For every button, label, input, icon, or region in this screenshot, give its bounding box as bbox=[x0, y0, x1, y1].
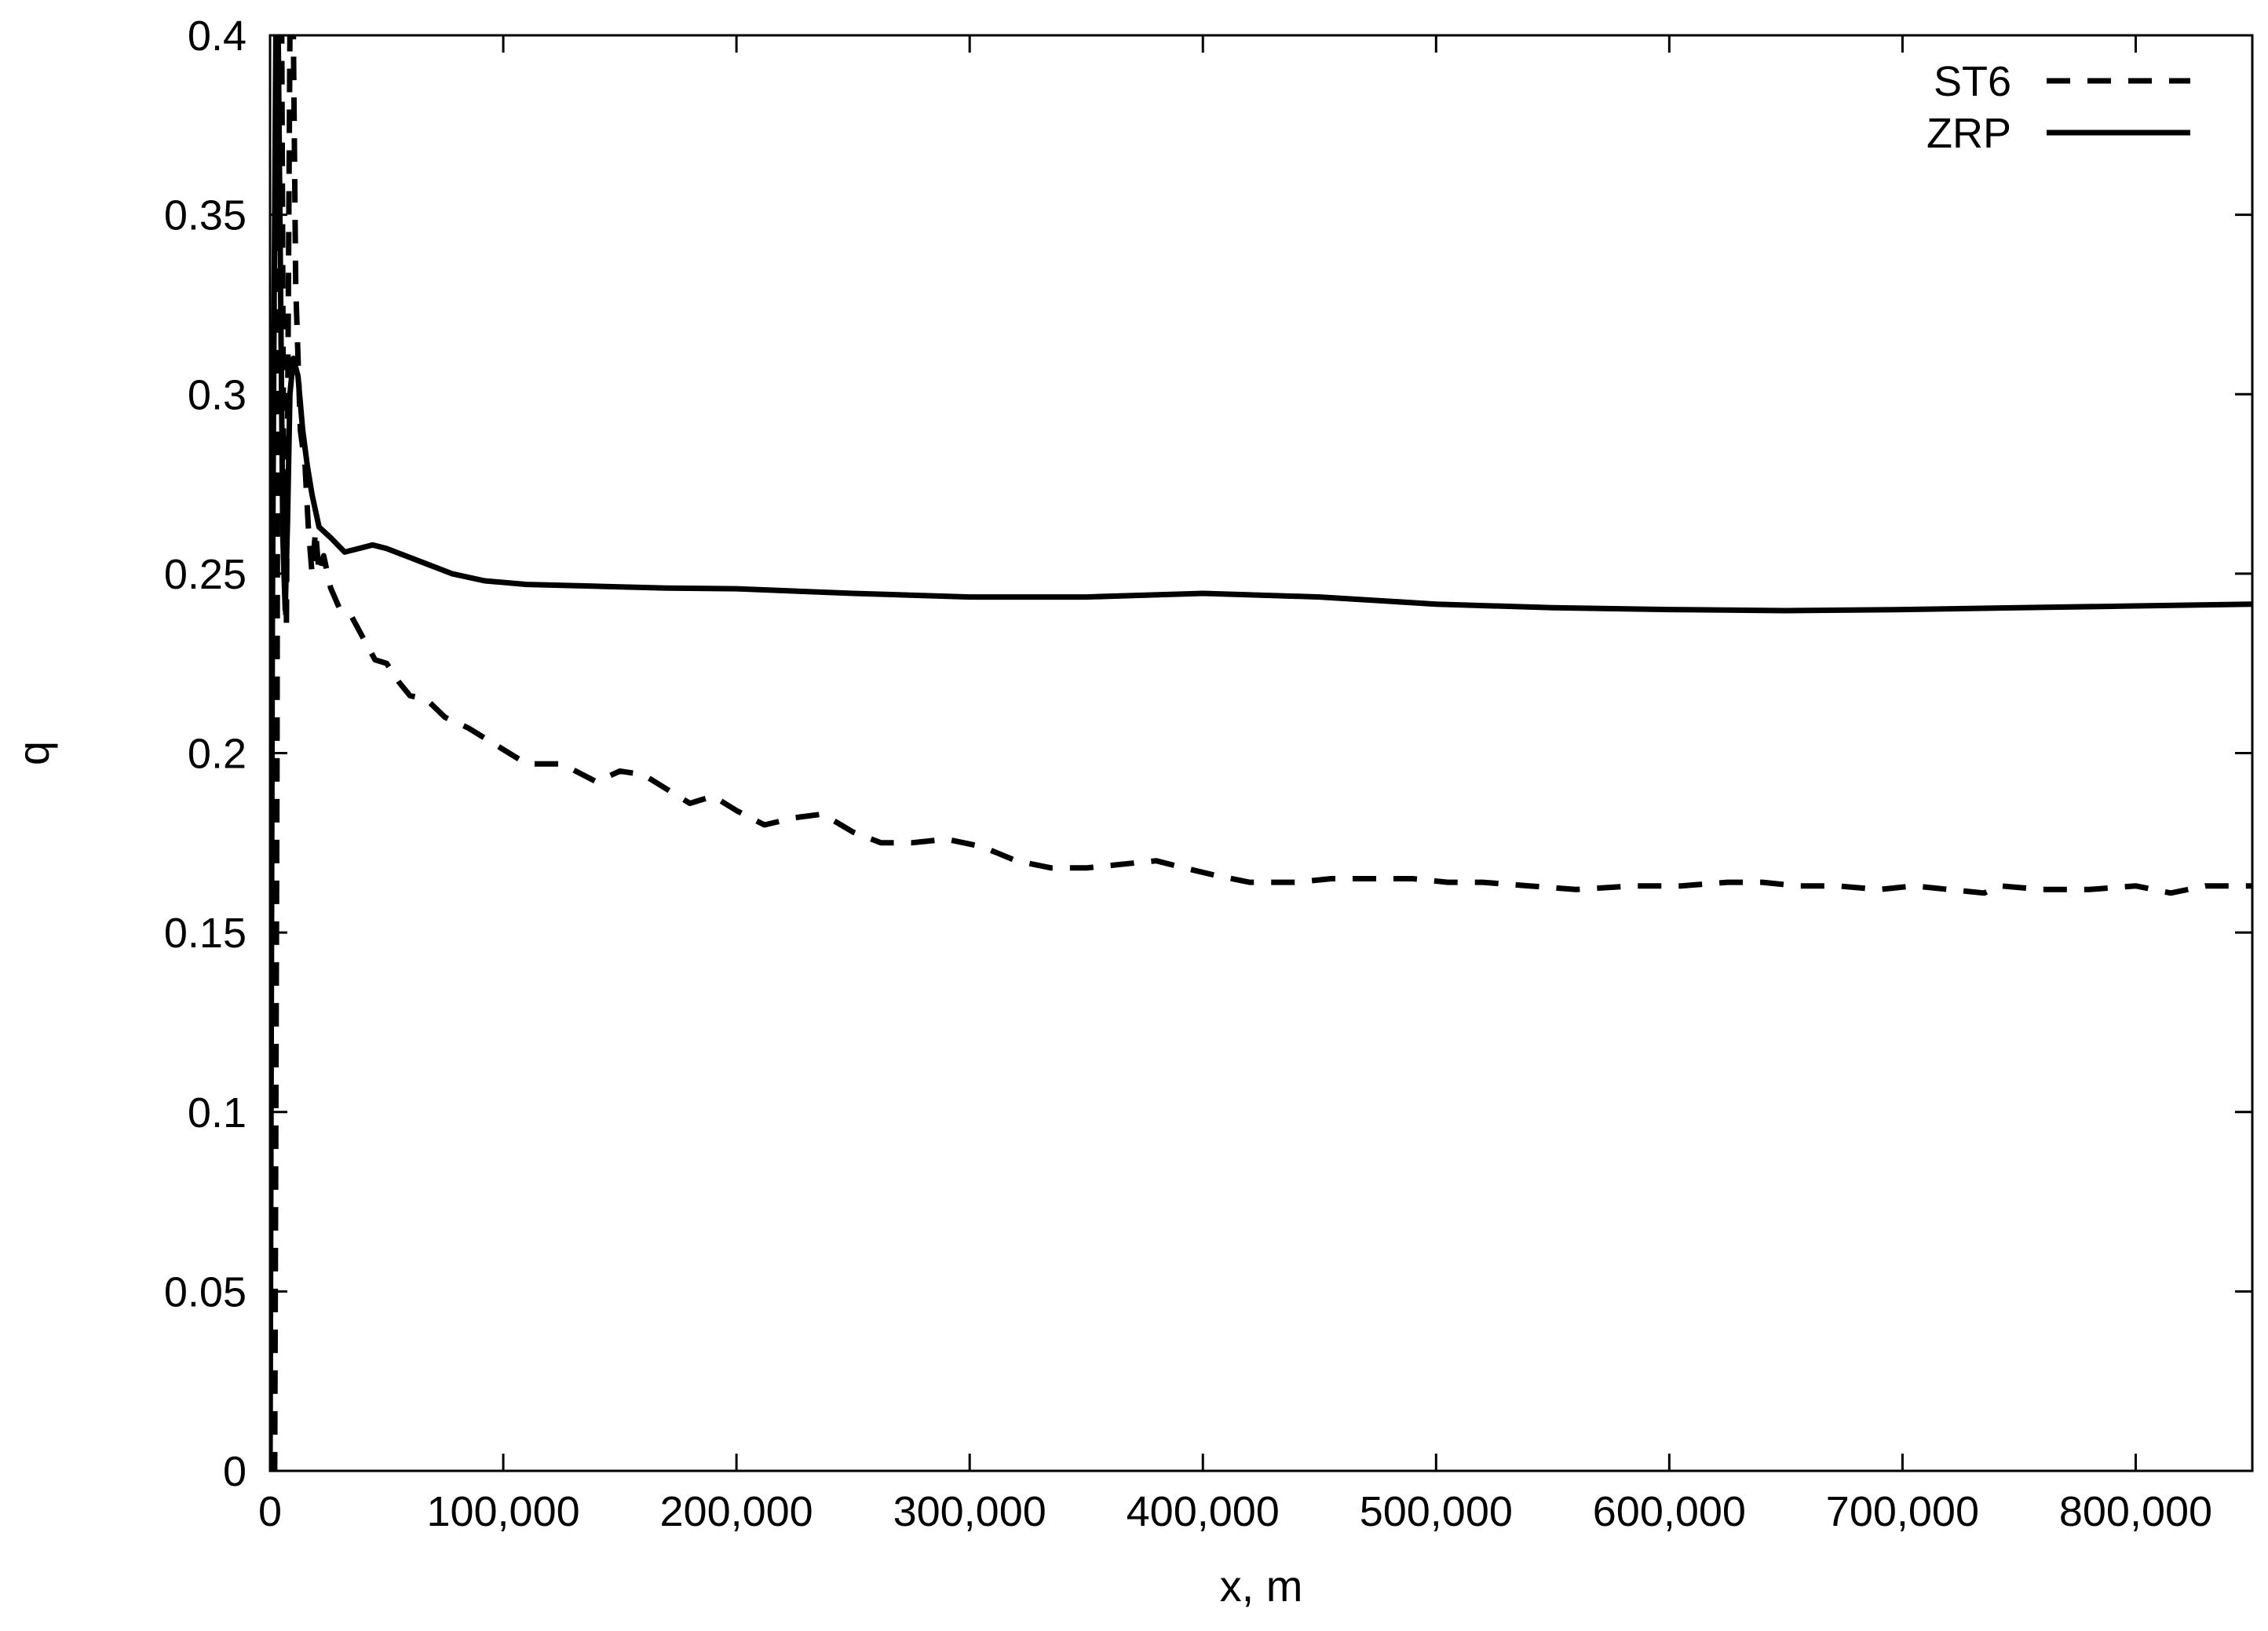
y-tick-label: 0.4 bbox=[188, 13, 247, 60]
x-axis-label: x, m bbox=[1220, 1561, 1303, 1611]
y-tick-label: 0.25 bbox=[164, 551, 247, 598]
x-tick-label: 600,000 bbox=[1593, 1488, 1746, 1535]
x-tick-label: 500,000 bbox=[1360, 1488, 1513, 1535]
y-tick-label: 0.35 bbox=[164, 192, 247, 239]
series-line-zrp bbox=[270, 35, 2252, 1471]
ticks-layer: 0 100,000 200,000 300,000 400,000 500,000 600,… bbox=[164, 13, 2252, 1535]
plot-frame bbox=[268, 34, 2254, 1472]
y-tick-label: 0.15 bbox=[164, 910, 247, 957]
x-tick-label: 0 bbox=[258, 1488, 282, 1535]
y-axis-label: q bbox=[9, 741, 58, 765]
labels-layer: x, m q bbox=[9, 741, 1302, 1611]
y-tick-label: 0.3 bbox=[188, 371, 247, 418]
y-tick-label: 0 bbox=[223, 1448, 247, 1495]
x-tick-label: 700,000 bbox=[1826, 1488, 1979, 1535]
x-tick-label: 200,000 bbox=[660, 1488, 813, 1535]
series-layer bbox=[270, 35, 2252, 1471]
legend: ST6 ZRP bbox=[1927, 58, 2190, 157]
series-line-st6 bbox=[270, 35, 2252, 1471]
legend-label-st6: ST6 bbox=[1934, 58, 2011, 105]
x-tick-label: 400,000 bbox=[1127, 1488, 1280, 1535]
legend-label-zrp: ZRP bbox=[1927, 110, 2011, 157]
x-tick-label: 800,000 bbox=[2059, 1488, 2212, 1535]
y-tick-label: 0.05 bbox=[164, 1268, 247, 1315]
y-tick-label: 0.1 bbox=[188, 1089, 247, 1137]
x-tick-label: 300,000 bbox=[893, 1488, 1046, 1535]
y-tick-label: 0.2 bbox=[188, 731, 247, 778]
x-tick-label: 100,000 bbox=[426, 1488, 579, 1535]
